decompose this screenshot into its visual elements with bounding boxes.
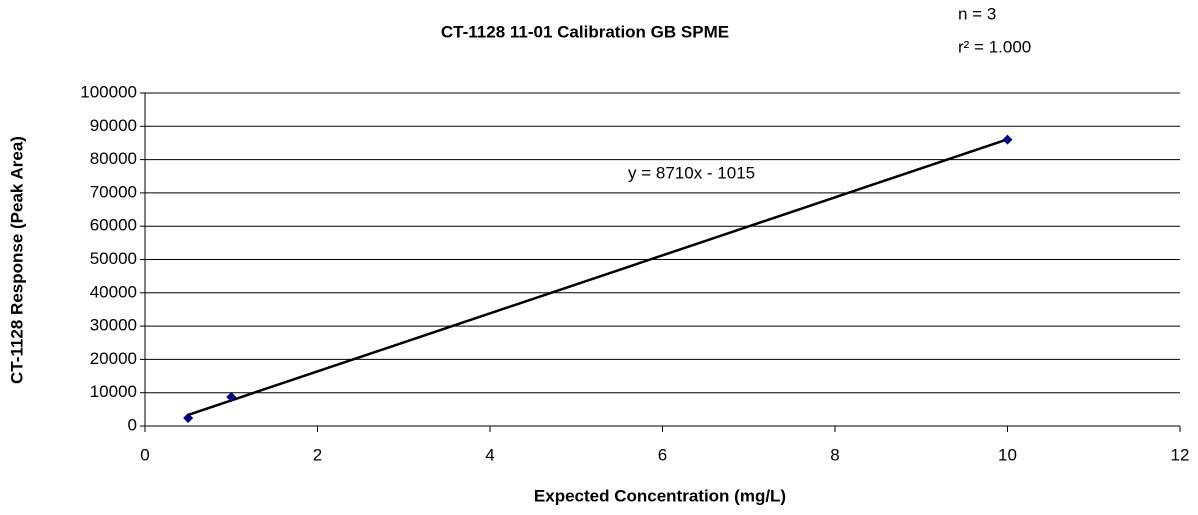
x-tick-label: 2 [313, 445, 322, 464]
annotation: r² = 1.000 [958, 37, 1031, 56]
y-tick-label: 90000 [90, 116, 137, 135]
trendline [187, 138, 1008, 417]
equation: y = 8710x - 1015 [628, 163, 755, 182]
point [183, 413, 194, 424]
y-tick-label: 80000 [90, 149, 137, 168]
x-tick-label: 4 [485, 445, 494, 464]
chart-title: CT-1128 11-01 Calibration GB SPME [441, 22, 729, 41]
x-tick-label: 6 [658, 445, 667, 464]
x-tick-label: 0 [140, 445, 149, 464]
y-tick-label: 70000 [90, 182, 137, 201]
y-tick-label: 40000 [90, 282, 137, 301]
x-tick-label: 8 [830, 445, 839, 464]
x-axis-label: Expected Concentration (mg/L) [534, 486, 786, 505]
y-axis-label: CT-1128 Response (Peak Area) [7, 136, 26, 384]
y-tick-label: 100000 [80, 82, 137, 101]
y-tick-label: 0 [128, 415, 137, 434]
y-tick-label: 20000 [90, 349, 137, 368]
y-tick-label: 30000 [90, 316, 137, 335]
point [226, 392, 237, 403]
y-tick-label: 60000 [90, 216, 137, 235]
y-tick-label: 50000 [90, 249, 137, 268]
x-tick-label: 12 [1171, 445, 1190, 464]
point [1002, 134, 1013, 145]
y-tick-label: 10000 [90, 382, 137, 401]
annotation: n = 3 [958, 4, 996, 23]
x-tick-label: 10 [998, 445, 1017, 464]
